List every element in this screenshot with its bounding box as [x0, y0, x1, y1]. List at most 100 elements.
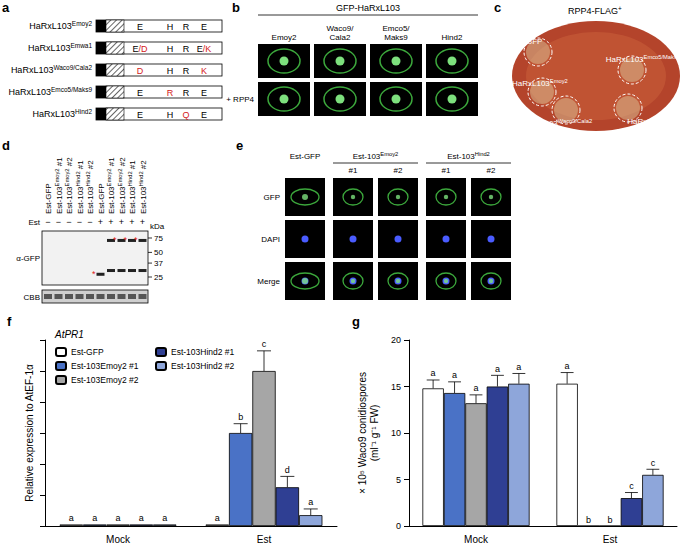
- svg-text:Est-103Emoy2 #1: Est-103Emoy2 #1: [54, 157, 64, 214]
- svg-text:b: b: [232, 0, 240, 15]
- svg-text:AtPR1: AtPR1: [54, 329, 84, 340]
- svg-text:HaRxL103Hind2: HaRxL103Hind2: [627, 116, 680, 126]
- svg-text:b: b: [607, 515, 612, 525]
- svg-text:a: a: [139, 513, 144, 523]
- svg-text:a: a: [115, 513, 120, 523]
- svg-text:+: +: [108, 217, 113, 227]
- svg-text:HaRxL103Emoy2: HaRxL103Emoy2: [29, 20, 92, 31]
- svg-text:HaRxL103Waco9/Cala2: HaRxL103Waco9/Cala2: [520, 118, 592, 128]
- svg-text:GFP-HaRxL103: GFP-HaRxL103: [336, 3, 400, 13]
- svg-text:H: H: [167, 110, 174, 120]
- svg-text:b: b: [586, 515, 591, 525]
- svg-text:E: E: [137, 88, 143, 98]
- svg-text:d: d: [2, 138, 10, 153]
- svg-text:E/D: E/D: [132, 44, 148, 54]
- svg-text:e: e: [236, 138, 243, 153]
- svg-text:HaRxL103Emwa1: HaRxL103Emwa1: [28, 42, 93, 53]
- svg-text:c: c: [651, 458, 656, 468]
- svg-text:Est-GFP: Est-GFP: [71, 347, 104, 357]
- svg-text:E: E: [137, 22, 143, 32]
- svg-text:f: f: [7, 314, 12, 329]
- svg-text:Est-103Hind2 #2: Est-103Hind2 #2: [85, 160, 95, 214]
- svg-text:−: −: [66, 217, 71, 227]
- svg-text:+: +: [119, 217, 124, 227]
- svg-text:Waco9/: Waco9/: [327, 24, 355, 33]
- svg-text:+ RPP4: + RPP4: [226, 95, 254, 104]
- svg-text:× 10⁵ Waco9 conidiospores: × 10⁵ Waco9 conidiospores: [357, 372, 368, 494]
- svg-text:*: *: [134, 235, 138, 245]
- svg-text:H: H: [167, 44, 174, 54]
- svg-text:Est-103Emoy2 #2: Est-103Emoy2 #2: [64, 157, 74, 214]
- svg-text:R: R: [183, 22, 190, 32]
- svg-text:25: 25: [154, 273, 163, 282]
- svg-text:Est-103Hind2: Est-103Hind2: [447, 151, 490, 161]
- svg-text:−: −: [77, 217, 82, 227]
- svg-text:R: R: [183, 88, 190, 98]
- svg-text:75: 75: [154, 234, 163, 243]
- svg-text:Mock: Mock: [106, 534, 131, 545]
- svg-text:−: −: [56, 217, 61, 227]
- svg-text:Cala2: Cala2: [330, 33, 351, 42]
- svg-text:D: D: [137, 66, 144, 76]
- svg-text:+: +: [129, 217, 134, 227]
- svg-text:−: −: [45, 217, 50, 227]
- svg-text:E: E: [201, 22, 207, 32]
- svg-text:R: R: [183, 44, 190, 54]
- svg-text:15: 15: [391, 382, 401, 392]
- svg-text:Est-103Hind2 #1: Est-103Hind2 #1: [127, 160, 137, 214]
- svg-text:Est-103Hind2 #1: Est-103Hind2 #1: [171, 347, 235, 357]
- svg-text:H: H: [167, 22, 174, 32]
- svg-text:E: E: [137, 110, 143, 120]
- svg-text:0: 0: [396, 521, 401, 531]
- svg-text:#2: #2: [394, 166, 403, 175]
- svg-text:HaRxL103Waco9/Cala2: HaRxL103Waco9/Cala2: [11, 64, 93, 75]
- svg-text:Maks9: Maks9: [384, 33, 408, 42]
- svg-text:GFP: GFP: [526, 37, 542, 46]
- svg-text:a: a: [473, 383, 478, 393]
- svg-text:Est: Est: [28, 218, 40, 227]
- svg-text:Est-103Emoy2 #2: Est-103Emoy2 #2: [71, 375, 139, 385]
- svg-text:a: a: [2, 0, 10, 15]
- svg-text:a: a: [565, 361, 570, 371]
- svg-text:a: a: [452, 370, 457, 380]
- svg-text:Est-103Hind2 #1: Est-103Hind2 #1: [75, 160, 85, 214]
- svg-text:R: R: [183, 66, 190, 76]
- svg-text:a: a: [431, 368, 436, 378]
- svg-text:Hind2: Hind2: [442, 33, 463, 42]
- svg-text:HaRxL103Hind2: HaRxL103Hind2: [33, 108, 93, 119]
- svg-text:CBB: CBB: [24, 293, 40, 302]
- svg-text:a: a: [308, 497, 313, 507]
- svg-text:a: a: [516, 362, 521, 372]
- svg-text:a: a: [162, 513, 167, 523]
- svg-text:g: g: [352, 314, 360, 329]
- svg-text:*: *: [123, 235, 127, 245]
- svg-text:Est-103Emoy2 #1: Est-103Emoy2 #1: [71, 361, 139, 371]
- svg-text:kDa: kDa: [150, 222, 165, 231]
- svg-text:c: c: [494, 0, 501, 15]
- svg-text:−: −: [87, 217, 92, 227]
- svg-text:Est-GFP: Est-GFP: [290, 152, 321, 161]
- svg-text:HaRxL103Emco5/Maks9: HaRxL103Emco5/Maks9: [8, 86, 92, 97]
- svg-text:Est-GFP: Est-GFP: [97, 183, 106, 214]
- svg-text:a: a: [215, 513, 220, 523]
- svg-text:Merge: Merge: [257, 277, 280, 286]
- svg-text:#2: #2: [487, 166, 496, 175]
- svg-text:R: R: [167, 88, 174, 98]
- svg-text:5: 5: [396, 475, 401, 485]
- svg-text:50: 50: [154, 248, 163, 257]
- svg-text:H: H: [167, 66, 174, 76]
- svg-text:Est-GFP: Est-GFP: [44, 183, 53, 214]
- svg-text:d: d: [285, 465, 290, 475]
- svg-text:a: a: [92, 513, 97, 523]
- svg-text:E/K: E/K: [197, 44, 212, 54]
- svg-text:K: K: [201, 66, 207, 76]
- svg-text:Est: Est: [603, 534, 618, 545]
- svg-text:10: 10: [391, 428, 401, 438]
- svg-text:Est-103Emoy2: Est-103Emoy2: [353, 151, 398, 161]
- svg-text:b: b: [238, 412, 243, 422]
- svg-text:Est-103Emoy2 #1: Est-103Emoy2 #1: [106, 157, 116, 214]
- svg-text:HaRxL103Emco5/Maks9: HaRxL103Emco5/Maks9: [606, 54, 680, 64]
- svg-text:#1: #1: [349, 166, 358, 175]
- svg-text:E: E: [201, 110, 207, 120]
- svg-text:a: a: [69, 513, 74, 523]
